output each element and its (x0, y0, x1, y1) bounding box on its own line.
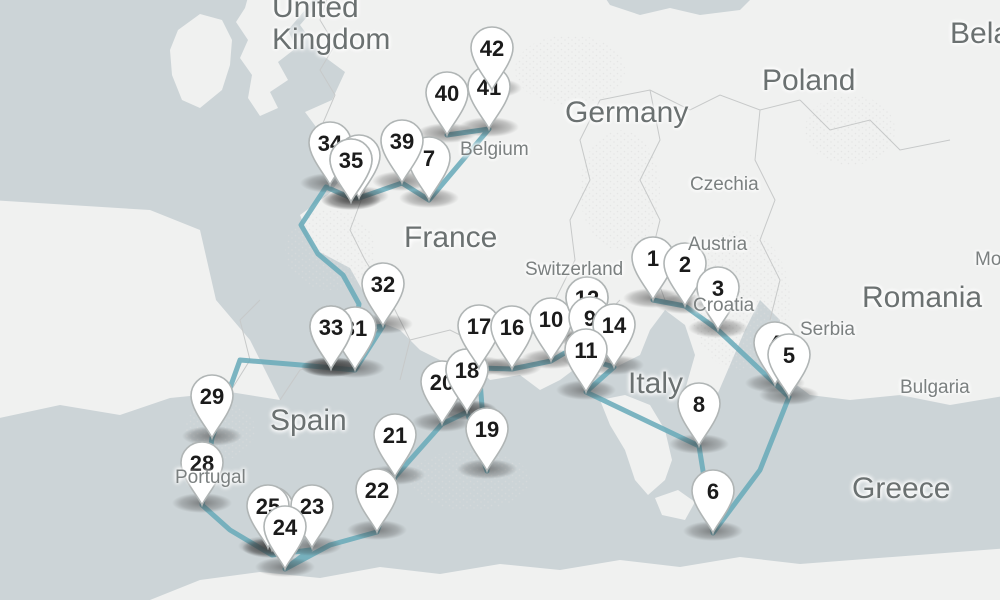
svg-text:1: 1 (647, 246, 659, 271)
svg-text:6: 6 (707, 479, 719, 504)
svg-text:29: 29 (200, 384, 224, 409)
svg-text:42: 42 (480, 36, 504, 61)
svg-text:32: 32 (371, 272, 395, 297)
svg-text:11: 11 (574, 338, 597, 363)
svg-text:21: 21 (383, 423, 407, 448)
svg-text:5: 5 (783, 343, 795, 368)
svg-text:17: 17 (467, 314, 491, 339)
svg-text:39: 39 (390, 129, 414, 154)
svg-text:2: 2 (679, 252, 691, 277)
svg-text:40: 40 (435, 81, 459, 106)
svg-text:22: 22 (365, 478, 389, 503)
svg-text:16: 16 (500, 315, 524, 340)
svg-text:8: 8 (693, 392, 705, 417)
svg-text:10: 10 (539, 307, 563, 332)
svg-text:24: 24 (273, 515, 298, 540)
svg-text:33: 33 (319, 315, 343, 340)
svg-text:35: 35 (339, 148, 363, 173)
svg-text:14: 14 (602, 313, 627, 338)
svg-text:19: 19 (475, 417, 499, 442)
svg-text:7: 7 (423, 146, 435, 171)
